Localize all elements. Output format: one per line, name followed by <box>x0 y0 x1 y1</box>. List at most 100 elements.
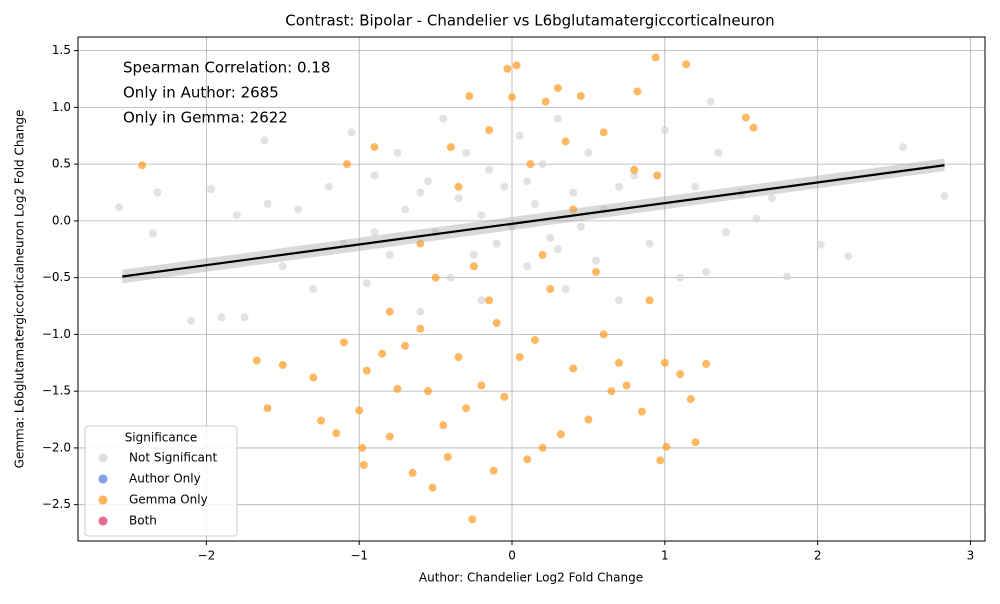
point <box>721 228 730 237</box>
point <box>148 229 157 238</box>
y-tick-label: −1.0 <box>42 327 71 341</box>
point <box>332 429 341 438</box>
point <box>454 353 463 362</box>
x-tick-label: −2 <box>198 549 216 563</box>
point <box>263 199 272 208</box>
point <box>614 182 623 191</box>
legend-title: Significance <box>125 431 198 445</box>
legend-label: Gemma Only <box>129 493 208 507</box>
regression-line <box>122 164 945 278</box>
point <box>385 307 394 316</box>
point <box>370 143 379 152</box>
y-tick-label: −0.5 <box>42 270 71 284</box>
point <box>553 114 562 123</box>
point <box>423 387 432 396</box>
point <box>153 188 162 197</box>
point <box>423 177 432 186</box>
point <box>651 53 660 62</box>
point <box>500 392 509 401</box>
point <box>462 148 471 157</box>
point <box>138 161 147 170</box>
point <box>477 211 486 220</box>
point <box>385 250 394 259</box>
point <box>622 381 631 390</box>
point <box>462 404 471 413</box>
point <box>115 203 124 212</box>
point <box>569 364 578 373</box>
legend-marker <box>98 474 108 484</box>
point <box>523 177 532 186</box>
legend-label: Author Only <box>129 472 201 486</box>
point <box>512 61 521 70</box>
point <box>260 136 269 145</box>
x-tick-label: 1 <box>661 549 669 563</box>
legend-label: Both <box>129 514 157 528</box>
point <box>469 250 478 259</box>
point <box>569 205 578 214</box>
x-tick-label: 0 <box>508 549 516 563</box>
point <box>339 338 348 347</box>
point <box>439 114 448 123</box>
legend-label: Not Significant <box>129 451 217 465</box>
annotations: Spearman Correlation: 0.18 Only in Author… <box>123 59 330 127</box>
point <box>431 273 440 282</box>
point <box>645 239 654 248</box>
point <box>240 313 249 322</box>
point <box>599 330 608 339</box>
point <box>278 361 287 370</box>
point <box>385 432 394 441</box>
point <box>187 316 196 325</box>
point <box>686 395 695 404</box>
point <box>538 250 547 259</box>
point <box>592 267 601 276</box>
legend-marker <box>98 516 108 526</box>
point <box>706 97 715 106</box>
x-axis-label: Author: Chandelier Log2 Fold Change <box>419 571 643 585</box>
point <box>492 239 501 248</box>
point <box>362 366 371 375</box>
point <box>630 171 639 180</box>
point <box>592 256 601 265</box>
point <box>561 285 570 293</box>
point <box>702 267 711 276</box>
x-tick-label: 3 <box>967 549 975 563</box>
y-tick-label: −2.5 <box>42 497 71 511</box>
legend-marker <box>98 453 108 463</box>
point <box>749 123 758 132</box>
y-tick-label: −2.0 <box>42 440 71 454</box>
y-axis-label: Gemma: L6bglutamatergiccorticalneuron Lo… <box>13 110 27 469</box>
point <box>561 137 570 146</box>
point <box>370 171 379 180</box>
point <box>485 296 494 305</box>
point <box>576 222 585 231</box>
point <box>485 126 494 135</box>
y-tick-label: 0.5 <box>52 157 71 171</box>
point <box>443 453 452 461</box>
point <box>206 185 215 194</box>
point <box>446 273 455 282</box>
point <box>342 160 351 169</box>
point <box>454 182 463 191</box>
point <box>358 443 367 452</box>
point <box>469 262 478 271</box>
legend-marker <box>98 495 108 505</box>
point <box>584 415 593 424</box>
point <box>252 356 261 365</box>
point <box>324 182 333 191</box>
point <box>530 199 539 208</box>
point <box>454 194 463 203</box>
point <box>569 188 578 197</box>
point <box>752 214 761 223</box>
point <box>347 128 356 137</box>
point <box>530 336 539 345</box>
legend-box <box>84 425 238 537</box>
point <box>503 64 512 73</box>
point <box>370 228 379 237</box>
point <box>607 387 616 396</box>
point <box>538 443 547 452</box>
point <box>465 92 474 101</box>
point <box>217 313 226 322</box>
point <box>515 131 524 140</box>
point <box>477 296 486 305</box>
point <box>630 165 639 174</box>
